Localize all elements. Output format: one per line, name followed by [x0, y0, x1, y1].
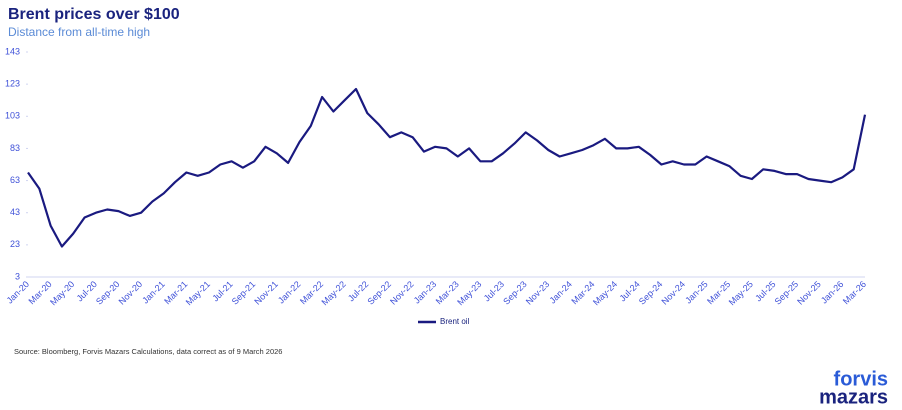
x-tick-label: Jan-22 — [276, 279, 303, 306]
x-tick-label: May-20 — [48, 279, 76, 307]
y-tick-label: 143 — [5, 46, 20, 56]
logo-line: mazars — [819, 386, 888, 408]
source-note: Source: Bloomberg, Forvis Mazars Calcula… — [14, 347, 282, 356]
y-tick-label: 43 — [10, 207, 20, 217]
legend-label: Brent oil — [440, 317, 470, 326]
y-tick-label: 63 — [10, 175, 20, 185]
chart-title: Brent prices over $100 — [8, 6, 180, 23]
x-tick-label: May-23 — [455, 279, 483, 307]
x-tick-label: Jan-25 — [683, 279, 710, 306]
x-tick-label: May-25 — [727, 279, 755, 307]
x-tick-label: Sep-20 — [94, 279, 122, 307]
x-tick-label: Nov-23 — [524, 279, 552, 307]
y-tick-label: 3 — [15, 271, 20, 281]
x-tick-label: May-24 — [591, 279, 619, 307]
x-tick-label: Sep-24 — [637, 279, 665, 307]
y-tick-label: 83 — [10, 143, 20, 153]
x-tick-label: Sep-22 — [365, 279, 393, 307]
x-tick-label: Nov-21 — [252, 279, 280, 307]
data-line — [27, 87, 867, 248]
x-tick-label: Sep-21 — [230, 279, 258, 307]
x-tick-label: Jan-26 — [819, 279, 846, 306]
y-tick-label: 103 — [5, 111, 20, 121]
x-tick-label: Jan-23 — [412, 279, 439, 306]
x-tick-label: Jan-24 — [547, 279, 574, 306]
x-tick-label: Sep-23 — [501, 279, 529, 307]
x-tick-label: Nov-20 — [117, 279, 145, 307]
chart-subtitle: Distance from all-time high — [8, 25, 150, 39]
x-tick-label: Nov-25 — [795, 279, 823, 307]
x-tick-label: Jan-21 — [140, 279, 167, 306]
logo-line: forvis — [834, 368, 888, 390]
x-tick-label: Sep-25 — [773, 279, 801, 307]
x-tick-label: Nov-22 — [388, 279, 416, 307]
x-tick-label: Mar-26 — [841, 279, 868, 306]
y-tick-label: 23 — [10, 239, 20, 249]
x-tick-label: May-22 — [320, 279, 348, 307]
x-tick-label: Jan-20 — [5, 279, 32, 306]
x-tick-label: May-21 — [184, 279, 212, 307]
y-tick-label: 123 — [5, 79, 20, 89]
x-tick-label: Nov-24 — [660, 279, 688, 307]
